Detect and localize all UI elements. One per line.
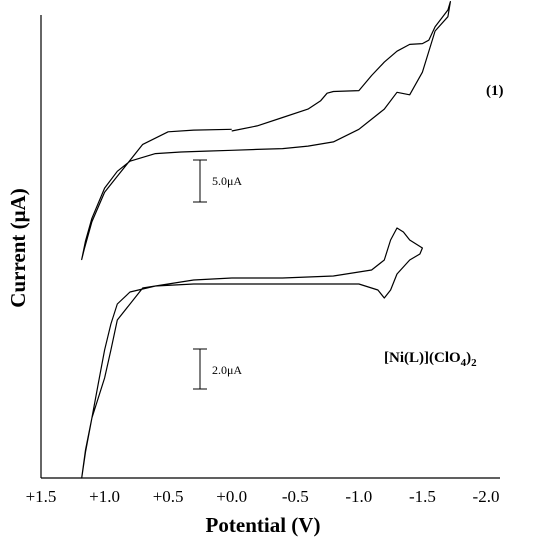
series-label-2-sub: 4 — [461, 357, 467, 369]
x-tick-label-6: -1.5 — [409, 487, 436, 506]
x-tick-label-4: -0.5 — [282, 487, 309, 506]
x-tick-labels: +1.5 +1.0 +0.5 +0.0 -0.5 -1.0 -1.5 -2.0 — [26, 487, 500, 506]
x-tick-label-2: +0.5 — [153, 487, 184, 506]
x-tick-label-7: -2.0 — [473, 487, 500, 506]
scale-bar-1-label: 5.0μA — [212, 174, 242, 188]
scale-bar-2: 2.0μA — [193, 348, 242, 390]
series-label-2-sub2: 2 — [471, 357, 477, 369]
series-label-1: (1) — [486, 83, 504, 99]
series-line-2 — [81, 227, 423, 479]
x-tick-label-5: -1.0 — [345, 487, 372, 506]
y-axis-title: Current (μA) — [6, 188, 30, 307]
axes — [40, 15, 500, 479]
curves — [81, 1, 451, 479]
x-tick-label-3: +0.0 — [216, 487, 247, 506]
x-axis-title: Potential (V) — [206, 513, 321, 537]
x-tick-label-0: +1.5 — [26, 487, 57, 506]
series-line-1 — [81, 1, 451, 261]
scale-bar-2-label: 2.0μA — [212, 363, 242, 377]
series-label-2-main: [Ni(L)](ClO — [384, 350, 461, 366]
x-tick-label-1: +1.0 — [89, 487, 120, 506]
scale-bar-1: 5.0μA — [193, 159, 242, 203]
series-label-2-tail: ) — [466, 350, 471, 366]
series-label-2: [Ni(L)](ClO4)2 — [384, 350, 477, 369]
